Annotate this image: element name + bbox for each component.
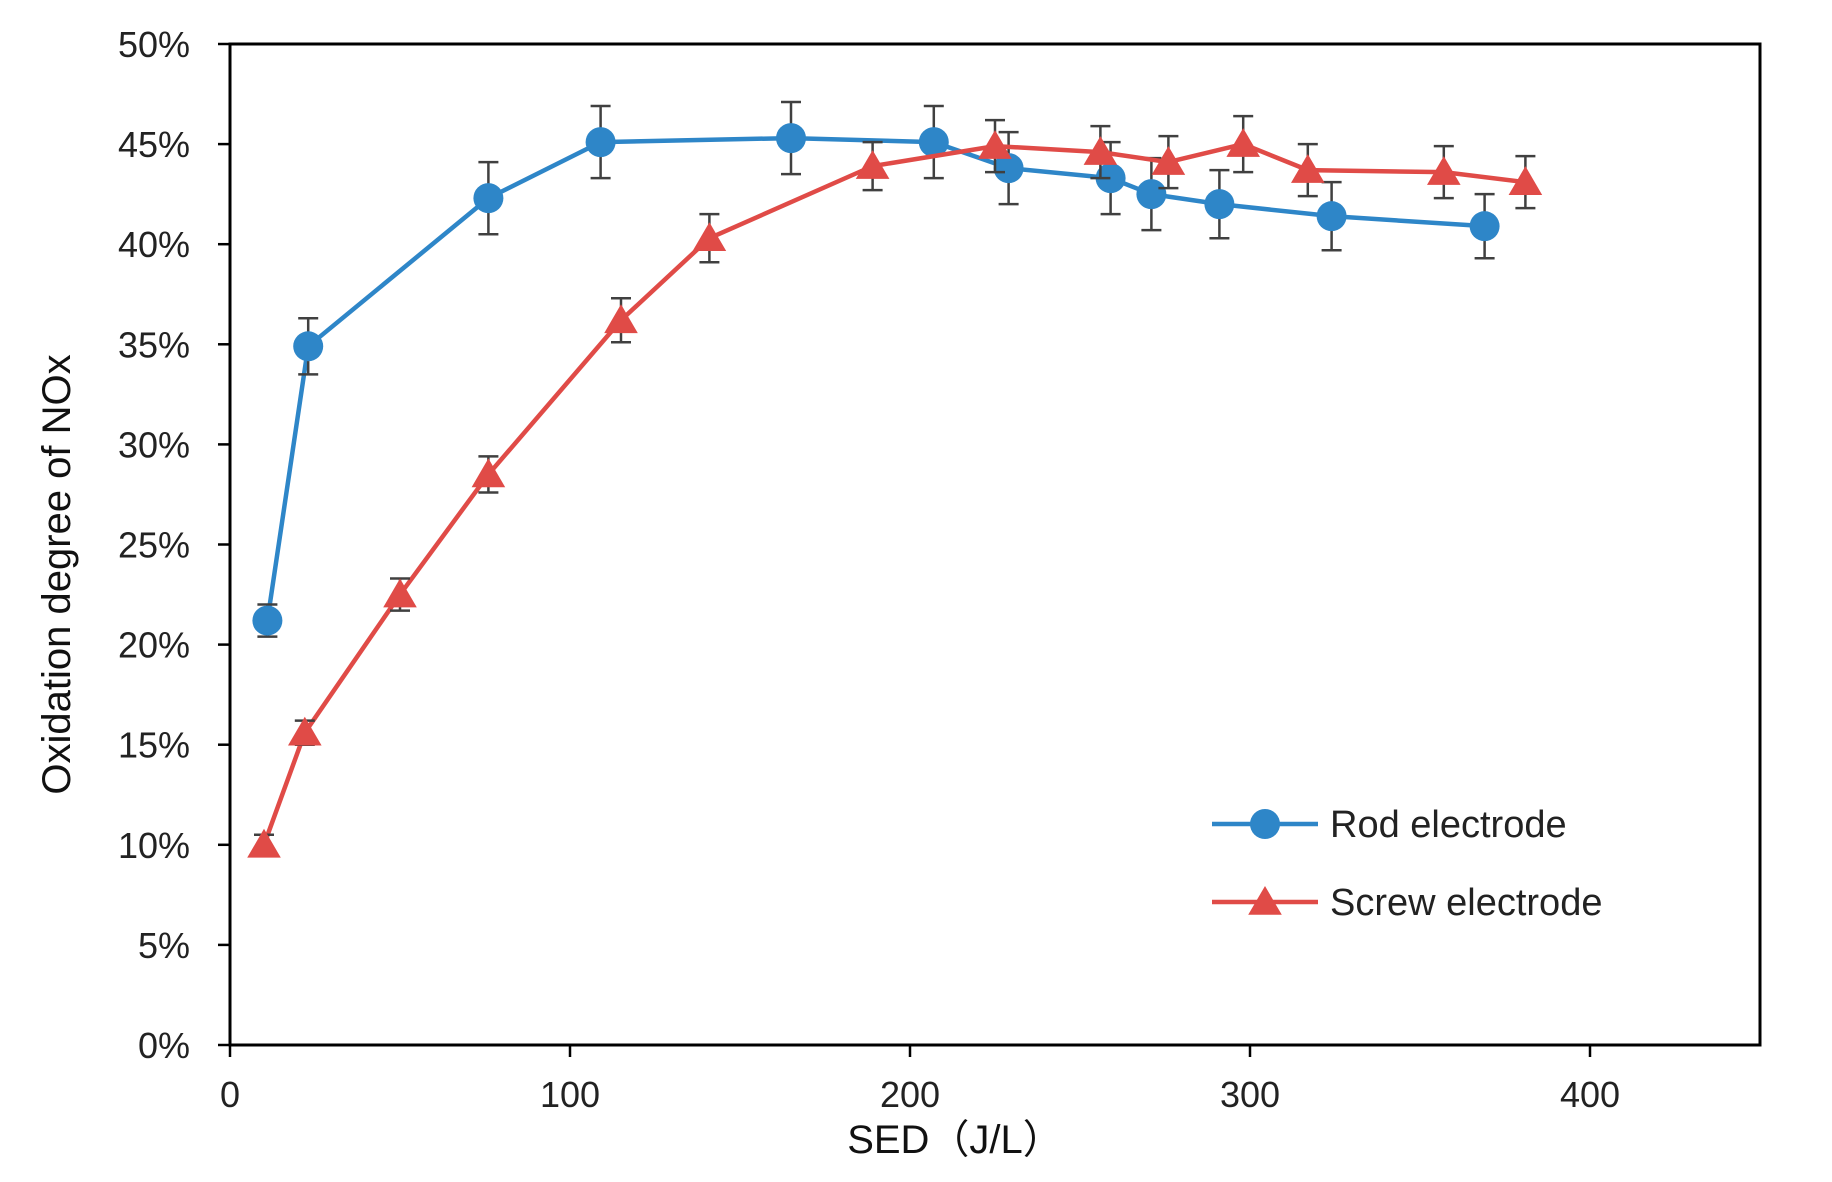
y-tick-label: 50% [118, 24, 190, 65]
data-point [1095, 163, 1126, 194]
data-point [288, 716, 322, 746]
y-tick-label: 20% [118, 625, 190, 666]
data-point [1469, 211, 1500, 242]
data-point [1427, 156, 1461, 185]
y-tick-label: 0% [138, 1025, 190, 1066]
x-tick-label: 400 [1560, 1074, 1620, 1115]
data-point [1226, 128, 1260, 157]
series-layer [247, 100, 1543, 858]
data-point [604, 304, 638, 334]
y-tick-label: 40% [118, 224, 190, 265]
legend-label: Rod electrode [1330, 804, 1567, 846]
data-point [252, 605, 283, 636]
data-point [585, 127, 616, 158]
y-axis-ticks: 0% 5% 10% 15% 20% 25% 30% 35% 40% 45% 50% [118, 24, 230, 1066]
data-point [993, 153, 1024, 184]
series-rod [252, 100, 1500, 638]
data-point [1204, 189, 1235, 220]
series-screw [247, 114, 1543, 858]
y-axis-title: Oxidation degree of NOx [35, 354, 79, 794]
series-line [261, 141, 1526, 846]
data-point [383, 578, 417, 608]
y-tick-label: 30% [118, 424, 190, 465]
legend-marker [1250, 809, 1280, 839]
plot-area-frame [228, 42, 1762, 1047]
y-tick-label: 35% [118, 324, 190, 365]
data-point [692, 222, 727, 251]
data-point [1316, 201, 1347, 232]
legend: Rod electrode Screw electrode [1212, 804, 1602, 924]
data-point [776, 123, 806, 154]
y-tick-label: 45% [118, 124, 190, 165]
data-point [247, 828, 281, 858]
legend-label: Screw electrode [1330, 882, 1602, 924]
x-axis-ticks: 0 100 200 300 400 [220, 1045, 1620, 1115]
data-point [918, 127, 949, 158]
x-tick-label: 300 [1220, 1074, 1280, 1115]
legend-marker [1248, 886, 1282, 915]
y-tick-label: 25% [118, 525, 190, 566]
x-tick-label: 0 [220, 1074, 240, 1115]
data-point [1151, 146, 1186, 175]
x-axis-title: SED（J/L） [847, 1118, 1063, 1162]
data-point [1083, 136, 1118, 165]
x-tick-label: 100 [540, 1074, 600, 1115]
y-tick-label: 15% [118, 725, 190, 766]
x-tick-label: 200 [880, 1074, 940, 1115]
y-tick-label: 10% [118, 825, 190, 866]
data-point [1136, 179, 1167, 210]
data-point [978, 130, 1012, 159]
data-point [471, 458, 506, 488]
data-point [473, 183, 504, 214]
data-point [293, 331, 324, 362]
series-line [265, 135, 1485, 621]
data-point [1508, 166, 1543, 195]
data-point [855, 150, 890, 179]
data-point [1291, 154, 1325, 183]
y-tick-label: 5% [138, 925, 190, 966]
